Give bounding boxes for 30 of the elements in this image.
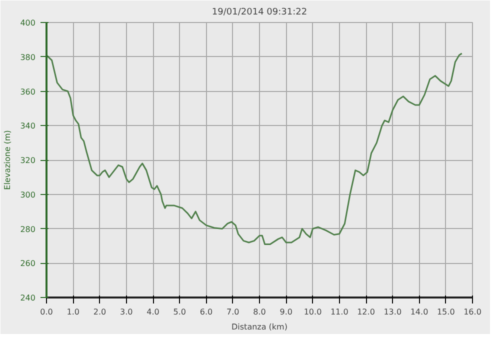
y-tick-label: 240 — [20, 294, 36, 302]
x-tick-label: 4.0 — [146, 308, 160, 316]
x-tick-label: 15.0 — [436, 308, 455, 316]
y-tick-label: 380 — [20, 52, 36, 62]
y-tick-label: 360 — [20, 87, 36, 96]
x-tick-label: 12.0 — [357, 308, 375, 316]
x-tick-label: 1.0 — [66, 308, 80, 316]
x-tick-label: 2.0 — [93, 308, 106, 316]
x-tick-label: 13.0 — [384, 308, 402, 316]
x-tick-label: 7.0 — [226, 308, 240, 316]
y-tick-label: 300 — [20, 190, 36, 200]
x-tick-label: 10.0 — [304, 308, 322, 316]
x-tick-label: 16.0 — [464, 308, 482, 316]
y-tick-label: 260 — [20, 259, 36, 268]
y-tick-label: 340 — [20, 122, 36, 131]
x-tick-label: 3.0 — [120, 308, 133, 316]
x-axis-title: Distanza (km) — [232, 322, 288, 332]
x-tick-label: 9.0 — [280, 308, 292, 316]
x-tick-label: 8.0 — [253, 308, 266, 316]
line-series — [46, 52, 463, 245]
y-axis-title: Elevazione (m) — [3, 130, 12, 190]
x-tick-label: 14.0 — [410, 308, 428, 316]
chart-title: 19/01/2014 09:31:22 — [212, 8, 308, 18]
y-tick-label: 320 — [20, 156, 36, 165]
x-tick-label: 11.0 — [330, 308, 348, 316]
x-tick-label: 0.0 — [40, 308, 53, 316]
y-tick-label: 400 — [20, 18, 36, 28]
x-tick-label: 5.0 — [173, 308, 186, 316]
x-tick-label: 6.0 — [200, 308, 213, 316]
y-tick-label: 280 — [20, 224, 36, 234]
